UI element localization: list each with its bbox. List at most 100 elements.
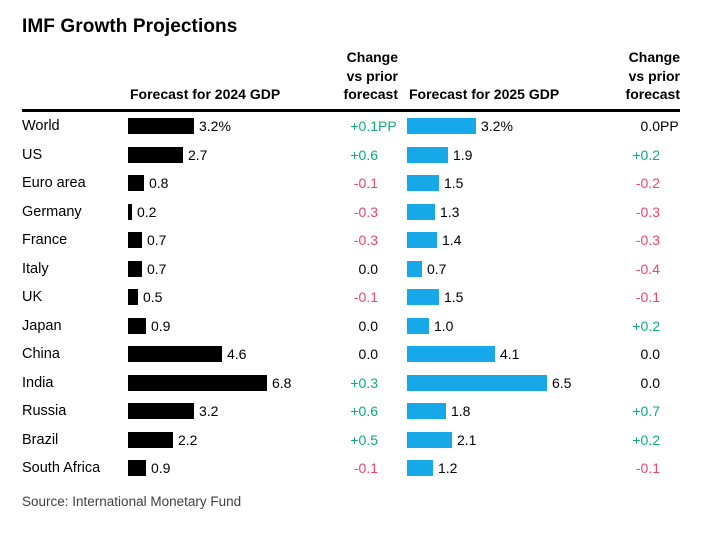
row-label: Japan xyxy=(22,317,62,334)
change-2025-value: -0.2 xyxy=(635,175,660,192)
change-2024-value: -0.3 xyxy=(353,203,378,220)
gdp-2024-cell: 4.6 xyxy=(128,346,328,363)
gdp-2025-bar xyxy=(407,289,439,306)
gdp-2025-cell: 1.2 xyxy=(407,460,610,477)
table-row: US 2.7 +0.6 1.9 +0.2 xyxy=(22,141,680,170)
gdp-2025-value: 0.7 xyxy=(427,260,447,277)
change-2025-value: 0.0 xyxy=(640,374,660,391)
change-2024: 0.0 xyxy=(328,346,378,362)
gdp-2024-bar xyxy=(128,118,194,135)
gdp-2025-cell: 0.7 xyxy=(407,260,610,277)
table-row: India 6.8 +0.3 6.5 0.0 xyxy=(22,369,680,398)
pp-unit-label: PP xyxy=(378,118,397,135)
gdp-2024-cell: 2.2 xyxy=(128,431,328,448)
col-header-change-2024: Change vs prior forecast xyxy=(343,49,398,102)
gdp-2025-bar xyxy=(407,403,446,420)
gdp-2025-bar xyxy=(407,232,437,249)
gdp-2024-bar xyxy=(128,317,146,334)
change-2024-value: +0.1 PP xyxy=(350,118,397,135)
change-2025: 0.0 PP xyxy=(610,118,679,135)
change-2024: -0.3 xyxy=(328,232,378,248)
gdp-2024-cell: 0.9 xyxy=(128,460,328,477)
gdp-2025-value: 1.3 xyxy=(440,203,460,220)
gdp-2024-cell: 6.8 xyxy=(128,374,328,391)
change-2025: +0.7 xyxy=(610,403,660,419)
gdp-2025-cell: 1.3 xyxy=(407,203,610,220)
col-header-change-2025: Change vs prior forecast xyxy=(625,49,680,102)
gdp-2024-cell: 3.2% xyxy=(128,118,328,135)
change-2025: -0.1 xyxy=(610,289,660,305)
row-label: Germany xyxy=(22,203,82,220)
pp-unit-label: PP xyxy=(660,118,679,135)
table-row: Russia 3.2 +0.6 1.8 +0.7 xyxy=(22,397,680,426)
gdp-2024-cell: 0.9 xyxy=(128,317,328,334)
gdp-2024-cell: 0.7 xyxy=(128,232,328,249)
change-2025: -0.4 xyxy=(610,261,660,277)
gdp-2024-cell: 0.2 xyxy=(128,203,328,220)
table-row: South Africa 0.9 -0.1 1.2 -0.1 xyxy=(22,454,680,483)
gdp-2025-cell: 6.5 xyxy=(407,374,610,391)
change-2025: +0.2 xyxy=(610,432,660,448)
change-2025: -0.2 xyxy=(610,175,660,191)
change-2025: +0.2 xyxy=(610,147,660,163)
change-2024: +0.6 xyxy=(328,403,378,419)
gdp-2024-value: 6.8 xyxy=(272,374,292,391)
gdp-2025-value: 1.9 xyxy=(453,146,473,163)
row-label: Brazil xyxy=(22,431,59,448)
change-2024: -0.1 xyxy=(328,175,378,191)
gdp-2024-cell: 3.2 xyxy=(128,403,328,420)
gdp-2025-cell: 1.5 xyxy=(407,289,610,306)
change-2025: -0.3 xyxy=(610,232,660,248)
gdp-2024-value: 2.2 xyxy=(178,431,198,448)
change-2025: 0.0 xyxy=(610,346,660,362)
table-row: Japan 0.9 0.0 1.0 +0.2 xyxy=(22,312,680,341)
change-2024-value: +0.6 xyxy=(350,146,378,163)
change-2024: 0.0 xyxy=(328,318,378,334)
gdp-2025-bar xyxy=(407,460,433,477)
change-2024-value: -0.3 xyxy=(353,232,378,249)
change-2025-value: +0.2 xyxy=(632,317,660,334)
row-label: India xyxy=(22,374,54,391)
change-2024: 0.0 xyxy=(328,261,378,277)
change-2025-value: +0.2 xyxy=(632,146,660,163)
gdp-2024-bar xyxy=(128,232,142,249)
change-2025-value: +0.2 xyxy=(632,431,660,448)
change-2024: +0.3 xyxy=(328,375,378,391)
gdp-2025-value: 4.1 xyxy=(500,346,520,363)
change-2025-value: -0.1 xyxy=(635,289,660,306)
change-2025-value: 0.0 PP xyxy=(640,118,679,135)
row-label: South Africa xyxy=(22,460,101,477)
gdp-2025-bar xyxy=(407,175,439,192)
gdp-2025-value: 1.5 xyxy=(444,175,464,192)
gdp-2025-bar xyxy=(407,203,435,220)
change-2025-value: +0.7 xyxy=(632,403,660,420)
gdp-2025-cell: 3.2% xyxy=(407,118,610,135)
change-2025-value: -0.4 xyxy=(635,260,660,277)
gdp-2025-value: 1.5 xyxy=(444,289,464,306)
change-2024-value: 0.0 xyxy=(358,260,378,277)
change-2025: -0.1 xyxy=(610,460,660,476)
table-row: Euro area 0.8 -0.1 1.5 -0.2 xyxy=(22,169,680,198)
gdp-2025-bar xyxy=(407,260,422,277)
gdp-2025-value: 1.2 xyxy=(438,460,458,477)
gdp-2024-bar xyxy=(128,260,142,277)
change-2025: -0.3 xyxy=(610,204,660,220)
col-header-2025-gdp: Forecast for 2025 GDP xyxy=(409,85,560,102)
chart-title: IMF Growth Projections xyxy=(22,16,238,37)
gdp-2025-cell: 1.8 xyxy=(407,403,610,420)
change-2024-value: +0.3 xyxy=(350,374,378,391)
col-header-2024-gdp: Forecast for 2024 GDP xyxy=(130,85,281,102)
gdp-2024-value: 2.7 xyxy=(188,146,208,163)
column-headers: Forecast for 2024 GDP Change vs prior fo… xyxy=(22,41,680,112)
change-2025-value: -0.1 xyxy=(635,460,660,477)
gdp-2025-cell: 1.5 xyxy=(407,175,610,192)
gdp-2024-value: 0.9 xyxy=(151,317,171,334)
row-label: Italy xyxy=(22,260,49,277)
gdp-2024-cell: 0.8 xyxy=(128,175,328,192)
gdp-2024-bar xyxy=(128,203,132,220)
gdp-2024-cell: 0.5 xyxy=(128,289,328,306)
gdp-2024-value: 0.2 xyxy=(137,203,157,220)
change-2024: -0.1 xyxy=(328,289,378,305)
change-2025-value: 0.0 xyxy=(640,346,660,363)
gdp-2025-value: 1.0 xyxy=(434,317,454,334)
